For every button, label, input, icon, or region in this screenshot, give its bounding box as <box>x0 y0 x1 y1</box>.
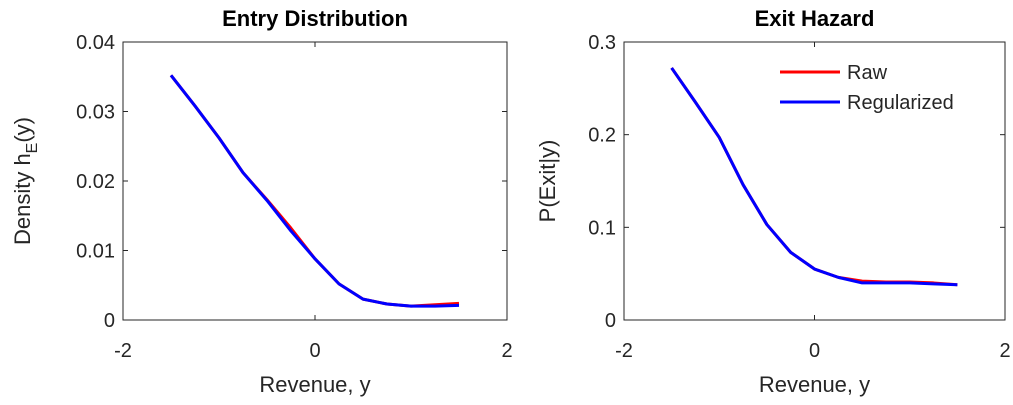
y-tick-label: 0.1 <box>588 217 616 239</box>
y-axis-label: P(Exit|y) <box>535 140 560 223</box>
x-tick-label: -2 <box>114 340 132 362</box>
y-tick-label: 0.2 <box>588 125 616 147</box>
line <box>169 74 460 308</box>
line <box>670 67 958 287</box>
y-tick-label: 0.04 <box>76 32 115 54</box>
line <box>169 74 460 308</box>
x-tick-label: 2 <box>999 340 1010 362</box>
legend-label: Raw <box>847 62 888 84</box>
x-axis-label: Revenue, y <box>259 372 370 397</box>
y-axis-label: Density hE(y) <box>10 117 41 245</box>
y-tick-label: 0 <box>104 310 115 332</box>
x-axis-label: Revenue, y <box>759 372 870 397</box>
y-axis-label-part: (y) <box>10 117 35 143</box>
y-tick-label: 0.02 <box>76 171 115 193</box>
y-tick-label: 0.01 <box>76 241 115 263</box>
y-axis-label-part: P(Exit|y) <box>535 140 560 223</box>
axes-box <box>623 41 1006 321</box>
y-tick-label: 0.3 <box>588 32 616 54</box>
chart-title: Entry Distribution <box>222 6 408 31</box>
y-axis-label-part: Density h <box>10 153 35 245</box>
axes: Exit Hazard 0 0.1 0.2 0.3 -2 0 2 Revenue, y P(Exi… <box>535 6 1011 397</box>
legend: Raw Regularized <box>780 62 954 114</box>
y-tick-label: 0 <box>605 310 616 332</box>
y-tick-label: 0.03 <box>76 102 115 124</box>
y-axis-label-part: E <box>24 143 41 154</box>
legend-label: Regularized <box>847 92 954 114</box>
x-tick-label: 2 <box>501 340 512 362</box>
x-tick-label: -2 <box>615 340 633 362</box>
x-tick-label: 0 <box>809 340 820 362</box>
axes: Entry Distribution 0 0.01 0.02 0.03 0.04 -2 0 2 R… <box>10 6 513 397</box>
axes-box <box>122 41 508 321</box>
x-tick-label: 0 <box>309 340 320 362</box>
chart-title: Exit Hazard <box>755 6 875 31</box>
